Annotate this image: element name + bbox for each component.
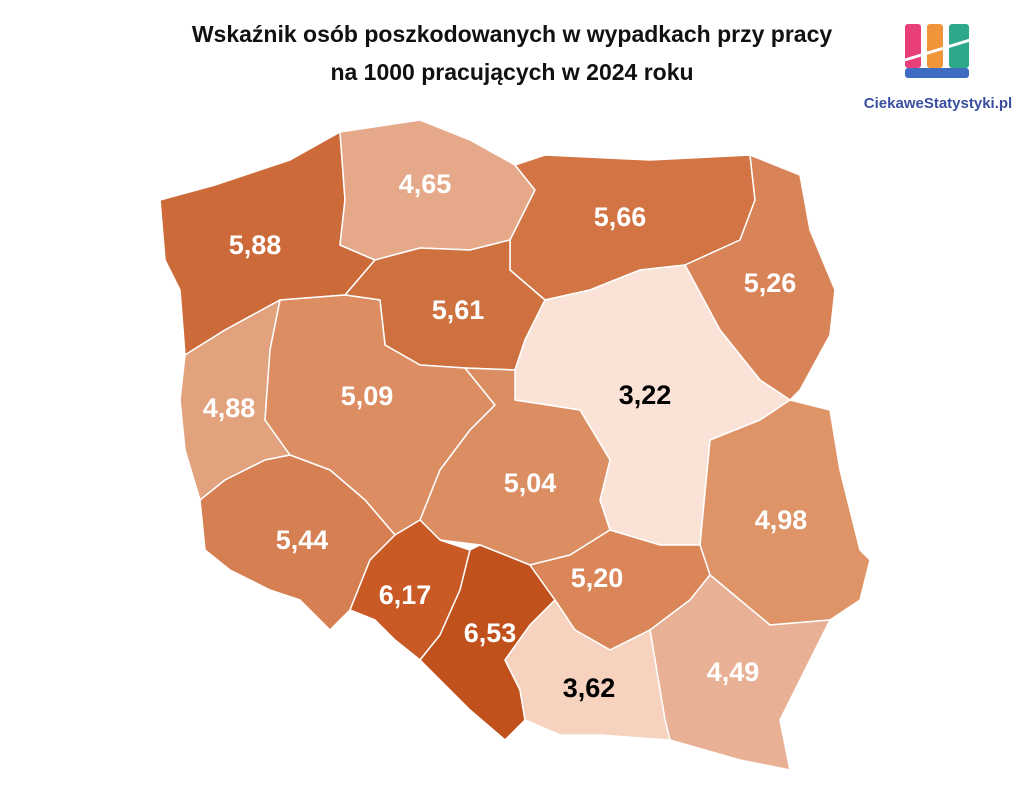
value-label: 5,88 [229, 230, 282, 260]
title-line: Wskaźnik osób poszkodowanych w wypadkach… [192, 21, 833, 47]
logo-bar [927, 24, 943, 68]
value-label: 4,88 [203, 393, 256, 423]
value-label: 4,49 [707, 657, 760, 687]
value-label: 5,66 [594, 202, 647, 232]
logo-bar [905, 24, 921, 68]
value-label: 6,53 [464, 618, 517, 648]
value-label: 4,98 [755, 505, 808, 535]
regions [159, 119, 871, 771]
value-label: 3,62 [563, 673, 616, 703]
logo-line [904, 38, 971, 62]
value-label: 3,22 [619, 380, 672, 410]
logo-bar [949, 24, 969, 68]
logo-base [905, 68, 969, 78]
value-label: 5,61 [432, 295, 485, 325]
value-label: 5,44 [276, 525, 329, 555]
title-line: na 1000 pracujących w 2024 roku [330, 59, 693, 85]
value-label: 6,17 [379, 580, 432, 610]
logo: CiekaweStatystyki.pl [864, 24, 1012, 112]
value-label: 5,09 [341, 381, 394, 411]
region [504, 599, 671, 741]
value-label: 4,65 [399, 169, 452, 199]
logo-text: CiekaweStatystyki.pl [864, 95, 1012, 112]
value-label: 5,04 [504, 468, 557, 498]
value-label: 5,20 [571, 563, 624, 593]
value-label: 5,26 [744, 268, 797, 298]
labels: 5,88 4,65 5,66 5,26 5,61 4,88 5,09 3,22 5,04 4,98… [203, 169, 808, 703]
